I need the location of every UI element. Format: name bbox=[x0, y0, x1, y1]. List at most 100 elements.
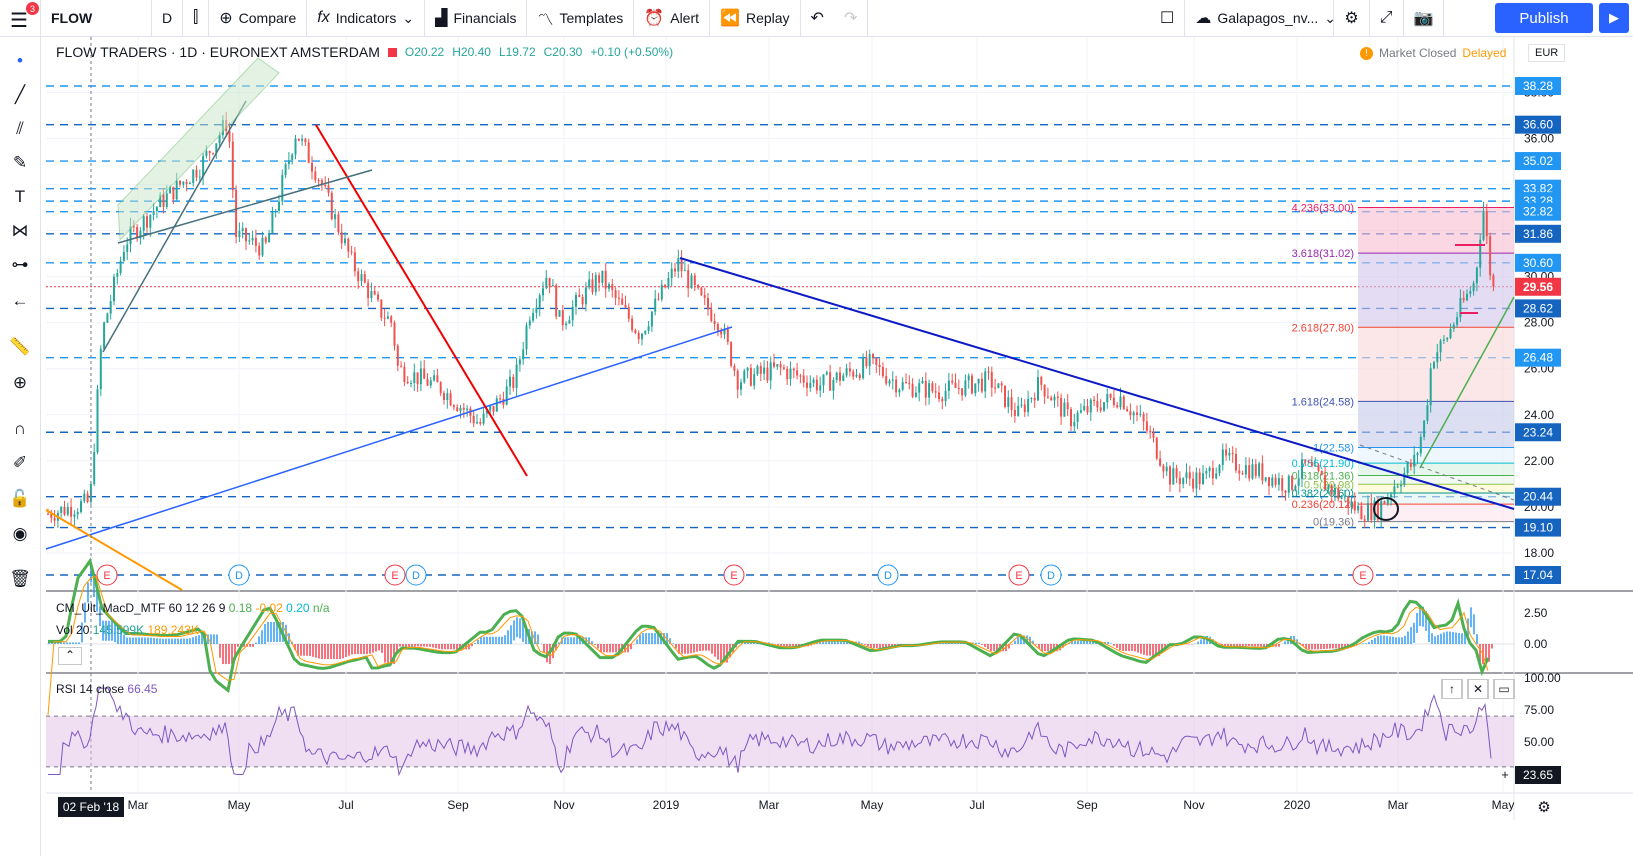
pencil-lock-icon[interactable]: ✐ bbox=[12, 453, 28, 472]
magnet-icon[interactable]: ∩ bbox=[13, 419, 27, 438]
templates-button[interactable]: 〽 Templates bbox=[527, 0, 635, 36]
fib-extension[interactable]: 4.236(33.00) 3.618(31.02) 2.618(27.80) 1.61… bbox=[1292, 203, 1514, 529]
macd-histogram-bar bbox=[351, 644, 353, 655]
macd-histogram-bar bbox=[435, 644, 437, 649]
candle-body bbox=[852, 371, 855, 377]
cursor-dot-icon[interactable]: • bbox=[17, 51, 23, 70]
macd-histogram-bar bbox=[360, 644, 362, 655]
macd-histogram-bar bbox=[1422, 606, 1424, 627]
candle-body bbox=[1436, 352, 1439, 363]
candle-body bbox=[637, 332, 640, 340]
candle-body bbox=[1070, 409, 1072, 427]
macd-histogram-bar bbox=[336, 644, 338, 660]
candle-body bbox=[726, 328, 729, 343]
brush-icon[interactable]: ✎ bbox=[12, 153, 28, 172]
horizontal-levels bbox=[46, 85, 1514, 576]
trash-icon[interactable]: 🗑 bbox=[9, 569, 31, 588]
time-tick-label: 2019 bbox=[653, 798, 680, 812]
undo-button[interactable]: ↶ bbox=[801, 0, 834, 36]
candle-body bbox=[545, 277, 548, 289]
lock-icon[interactable]: 🔓 bbox=[9, 489, 31, 508]
expand-icon: ⤢ bbox=[1379, 9, 1393, 26]
candle-body bbox=[967, 375, 970, 381]
replay-button[interactable]: ⏪ Replay bbox=[710, 0, 801, 36]
macd-histogram-bar bbox=[675, 644, 677, 649]
candle-body bbox=[924, 380, 927, 398]
close-pane-button[interactable]: ✕ bbox=[1467, 679, 1489, 699]
candle-body bbox=[202, 156, 205, 177]
candle-body bbox=[1073, 421, 1076, 427]
macd-histogram-bar bbox=[390, 644, 392, 664]
play-button[interactable]: ▶ bbox=[1599, 3, 1629, 33]
candle-body bbox=[426, 378, 429, 386]
candle-body bbox=[796, 370, 799, 376]
market-status[interactable]: ! Market Closed Delayed bbox=[1360, 46, 1506, 60]
macd-histogram-bar bbox=[771, 643, 773, 644]
trend-line-icon[interactable]: ╱ bbox=[14, 85, 26, 104]
macd-histogram-bar bbox=[330, 644, 332, 660]
financials-button[interactable]: ▟ Financials bbox=[425, 0, 528, 36]
macd-histogram-bar bbox=[594, 644, 596, 645]
candle-body bbox=[766, 367, 769, 381]
fullscreen-button[interactable]: ⤢ bbox=[1370, 0, 1404, 36]
symbol-search[interactable]: FLOW bbox=[41, 0, 152, 36]
macd-histogram-bar bbox=[342, 644, 344, 659]
price-level-tag-label: 38.28 bbox=[1523, 79, 1553, 93]
move-up-button[interactable]: ↑ bbox=[1441, 679, 1463, 699]
macd-histogram-bar bbox=[120, 630, 122, 644]
settings-button[interactable]: ⚙ bbox=[1334, 0, 1370, 36]
indicators-button[interactable]: fx Indicators ⌄ bbox=[307, 0, 426, 36]
arrow-left-icon[interactable]: ← bbox=[11, 291, 29, 310]
collapse-button[interactable]: ⌃ bbox=[58, 647, 82, 665]
candle-body bbox=[1221, 449, 1224, 465]
fib-zone bbox=[1358, 327, 1514, 402]
macd-histogram-bar bbox=[861, 643, 863, 644]
candle-body bbox=[116, 273, 119, 277]
price-level-tag bbox=[1515, 77, 1561, 95]
text-icon[interactable]: T bbox=[14, 187, 26, 206]
snapshot-button[interactable]: 📷 bbox=[1404, 0, 1445, 36]
pitchfork-icon[interactable]: ⫽ bbox=[16, 119, 24, 138]
macd-histogram-bar bbox=[438, 644, 440, 649]
compare-button[interactable]: ⊕ Compare bbox=[209, 0, 308, 36]
layout-selector[interactable]: ☁ Galapagos_nv... ⌄ bbox=[1185, 0, 1336, 36]
candle-body bbox=[980, 378, 983, 392]
publish-button[interactable]: Publish bbox=[1495, 3, 1593, 33]
eye-icon[interactable]: ◉ bbox=[12, 524, 28, 543]
zoom-in-icon[interactable]: ⊕ bbox=[12, 373, 28, 392]
pattern-icon[interactable]: ⋈ bbox=[11, 221, 29, 240]
macd-histogram-bar bbox=[450, 644, 452, 650]
currency-label[interactable]: EUR bbox=[1528, 44, 1566, 62]
macd-histogram-bar bbox=[1362, 643, 1364, 644]
macd-histogram-bar bbox=[1278, 644, 1280, 647]
prediction-icon[interactable]: ⊶ bbox=[11, 255, 29, 274]
candle-body bbox=[1023, 404, 1026, 413]
candle-body bbox=[1004, 385, 1006, 407]
time-axis[interactable]: Mar May Jul Sep Nov 2019 Mar May Jul Sep Nov 2020 Ma… bbox=[58, 797, 1551, 817]
macd-histogram-bar bbox=[657, 633, 659, 644]
maximize-pane-button[interactable]: ▭ bbox=[1493, 679, 1515, 699]
trend-drawings[interactable] bbox=[45, 37, 1515, 793]
macd-histogram-bar bbox=[1437, 635, 1439, 644]
time-tick-label: Jul bbox=[338, 798, 353, 812]
candle-body bbox=[1406, 463, 1409, 474]
menu-button[interactable]: ☰ 3 bbox=[0, 0, 41, 36]
candle-body bbox=[106, 313, 109, 323]
alert-button[interactable]: ⏰ Alert bbox=[634, 0, 711, 36]
candle-body bbox=[538, 295, 541, 308]
candle-body bbox=[571, 306, 574, 321]
macd-histogram-bar bbox=[1443, 632, 1445, 644]
macd-histogram-bar bbox=[1035, 644, 1037, 645]
redo-button[interactable]: ↷ bbox=[834, 0, 869, 36]
candle-body bbox=[786, 368, 789, 380]
macd-histogram-bar bbox=[792, 644, 794, 647]
alert-label: Alert bbox=[670, 10, 700, 26]
chart-type-button[interactable]: ⫿ bbox=[183, 0, 210, 36]
ruler-icon[interactable]: 📏 bbox=[9, 337, 31, 356]
candle-body bbox=[462, 407, 465, 410]
interval-button[interactable]: D bbox=[152, 0, 184, 36]
price-axis[interactable]: 18.0020.0022.0024.0026.0028.0030.0032.00… bbox=[1501, 77, 1561, 784]
fullscreen-select-button[interactable]: ☐ bbox=[1150, 0, 1186, 36]
